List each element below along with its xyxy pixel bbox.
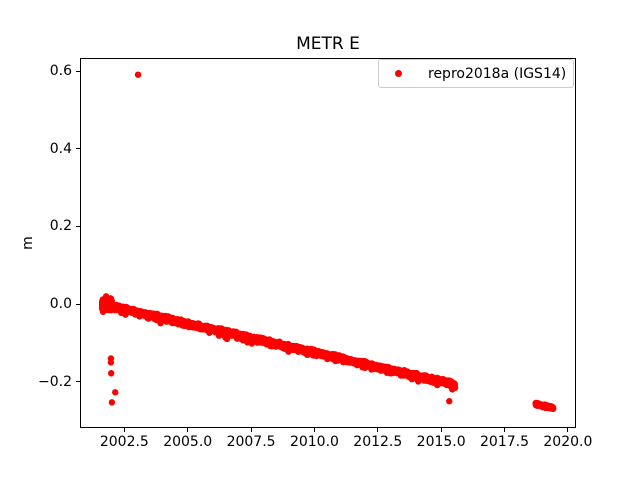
x-tick-label: 2015.0 [416, 434, 466, 450]
x-tick-label: 2007.5 [226, 434, 276, 450]
x-tick-label: 2002.5 [99, 434, 149, 450]
x-tick-label: 2017.5 [480, 434, 530, 450]
x-tick-mark [187, 428, 189, 432]
x-tick-mark [377, 428, 379, 432]
x-tick-mark [250, 428, 252, 432]
x-tick-mark [567, 428, 569, 432]
y-tick-label: 0.0 [49, 296, 72, 313]
y-tick-label: 0.4 [49, 140, 72, 157]
y-tick-mark [76, 70, 80, 72]
x-tick-label: 2005.0 [163, 434, 213, 450]
y-tick-label: −0.2 [38, 373, 72, 390]
x-tick-label: 2010.0 [289, 434, 339, 450]
y-axis-label: m [20, 236, 36, 250]
legend-marker-dot [395, 70, 402, 77]
y-tick-mark [76, 225, 80, 227]
legend-series-label: repro2018a (IGS14) [428, 65, 567, 82]
scatter-points-canvas [80, 58, 576, 428]
y-tick-mark [76, 303, 80, 305]
y-tick-mark [76, 381, 80, 383]
chart-title: METR E [296, 34, 360, 54]
x-tick-label: 2012.5 [353, 434, 403, 450]
x-tick-mark [440, 428, 442, 432]
y-tick-label: 0.6 [49, 63, 72, 80]
x-tick-label: 2020.0 [543, 434, 593, 450]
x-tick-mark [504, 428, 506, 432]
legend-box: repro2018a (IGS14) [378, 59, 574, 88]
y-tick-label: 0.2 [49, 218, 72, 235]
x-tick-mark [123, 428, 125, 432]
y-tick-mark [76, 148, 80, 150]
plot-area [80, 58, 576, 428]
x-tick-mark [313, 428, 315, 432]
